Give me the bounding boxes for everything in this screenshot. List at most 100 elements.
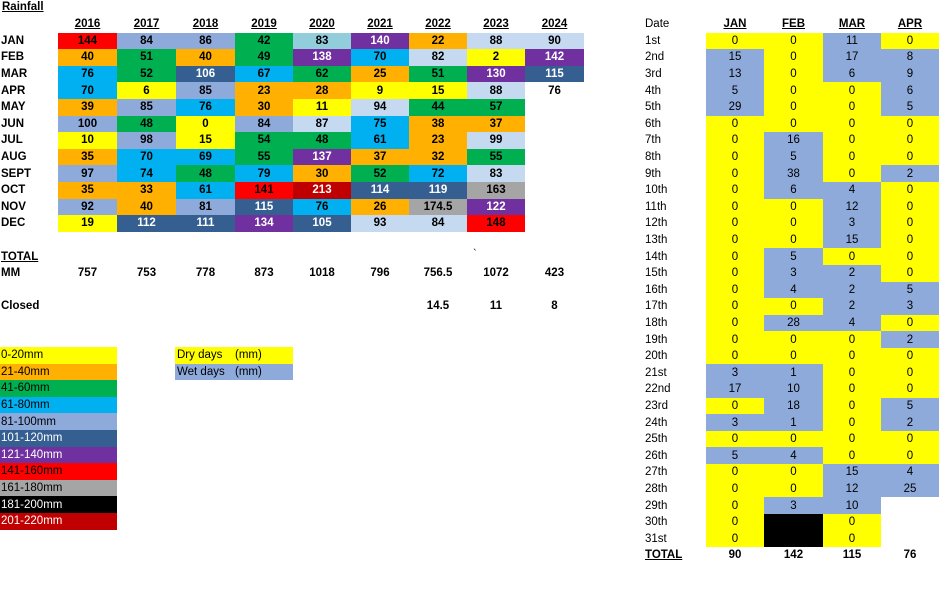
- rainfall-cell: 37: [467, 115, 525, 133]
- daily-value: 0: [823, 414, 881, 431]
- rainfall-cell: 137: [293, 148, 351, 166]
- daily-value: 0: [881, 314, 939, 332]
- day-row: 31st 0 0: [644, 530, 939, 547]
- daily-value: 0: [764, 231, 823, 249]
- legend-row: 181-200mm: [0, 496, 117, 513]
- daily-value: 0: [881, 181, 939, 199]
- spacer-row: [0, 282, 584, 299]
- rainfall-cell: 70: [351, 49, 409, 66]
- day-label: 7th: [645, 134, 661, 147]
- month-label: DEC: [1, 217, 26, 230]
- date-header: Date: [645, 18, 670, 31]
- day-label: 29th: [645, 499, 668, 512]
- daily-value: 1: [764, 364, 823, 382]
- day-label: 1st: [645, 34, 661, 47]
- daily-value: 5: [881, 98, 939, 116]
- rainfall-cell: 10: [58, 132, 117, 149]
- daily-value: 0: [706, 165, 764, 182]
- daily-value: 0: [706, 513, 764, 531]
- year-header: 2021: [367, 18, 393, 31]
- daily-value: 28: [764, 314, 823, 332]
- year-header: 2023: [483, 18, 509, 31]
- rainfall-cell: 114: [351, 181, 409, 199]
- rainfall-cell: 61: [351, 132, 409, 149]
- daily-value: 0: [881, 32, 939, 50]
- daily-value: 0: [764, 65, 823, 83]
- month-row: AUG 35 70 69 55 137 37 32 55: [0, 148, 584, 166]
- rainfall-cell: 86: [176, 32, 235, 50]
- month-row: JAN 144 84 86 42 83 140 22 88 90: [0, 32, 584, 50]
- daily-value: 2: [881, 414, 939, 431]
- total-label-row: TOTAL: [0, 248, 584, 265]
- daily-value: 0: [823, 381, 881, 398]
- daily-value: 0: [706, 132, 764, 149]
- daily-value: 0: [764, 115, 823, 133]
- mm-label: MM: [1, 267, 21, 280]
- day-label: 13th: [645, 234, 668, 247]
- rainfall-cell: 106: [176, 65, 235, 83]
- daily-value: 0: [706, 331, 764, 348]
- legend-row: 21-40mm: [0, 363, 117, 381]
- month-label: MAR: [1, 68, 28, 81]
- daily-value: 5: [881, 397, 939, 415]
- rainfall-cell: 97: [58, 165, 117, 182]
- daily-total: 142: [783, 549, 804, 562]
- daily-value: 0: [764, 331, 823, 348]
- closed-value: [351, 298, 409, 315]
- rainfall-cell: 76: [548, 84, 561, 97]
- rainfall-cell: 51: [117, 49, 176, 66]
- day-label: 25th: [645, 433, 668, 446]
- daily-value: 3: [706, 414, 764, 431]
- rainfall-cell: 48: [293, 132, 351, 149]
- rainfall-cell: 48: [176, 165, 235, 182]
- legend-swatch: 0-20mm: [0, 347, 117, 364]
- rainfall-cell: 30: [235, 98, 293, 116]
- day-label: 26th: [645, 449, 668, 462]
- rainfall-cell: [525, 165, 584, 182]
- day-row: 7th 0 16 0 0: [644, 132, 939, 149]
- daily-value: 0: [881, 132, 939, 149]
- daily-value: 0: [706, 480, 764, 498]
- daily-value: [764, 513, 823, 531]
- month-row: MAR 76 52 106 67 62 25 51 130 115: [0, 65, 584, 83]
- rainfall-cell: [525, 116, 584, 133]
- daily-value: 0: [823, 513, 881, 531]
- rainfall-cell: 79: [235, 165, 293, 182]
- month-label: JAN: [1, 34, 25, 47]
- legend-table: 0-20mm 21-40mm 41-60mm 61-80mm 81-100mm 101-1…: [0, 347, 117, 530]
- daily-value: 0: [881, 430, 939, 448]
- day-row: 8th 0 5 0 0: [644, 148, 939, 166]
- daily-value: 5: [881, 281, 939, 299]
- rainfall-cell: 28: [293, 82, 351, 99]
- rainfall-cell: 70: [117, 148, 176, 166]
- daily-value: 0: [823, 148, 881, 166]
- rainfall-cell: 0: [176, 115, 235, 133]
- rainfall-cell: 112: [117, 215, 176, 232]
- key-unit: (mm): [233, 363, 293, 381]
- rainfall-cell: 25: [351, 65, 409, 83]
- legend-row: 141-160mm: [0, 463, 117, 480]
- daily-value: 0: [706, 530, 764, 547]
- day-row: 16th 0 4 2 5: [644, 281, 939, 299]
- rainfall-cell: 67: [235, 65, 293, 83]
- day-row: 30th 0 0: [644, 513, 939, 531]
- rainfall-cell: 15: [409, 82, 467, 99]
- daily-value: 6: [881, 82, 939, 99]
- rainfall-cell: [525, 182, 584, 199]
- legend-row: 41-60mm: [0, 380, 117, 397]
- day-row: 29th 0 3 10: [644, 497, 939, 514]
- daily-value: 11: [823, 32, 881, 50]
- month-row: FEB 40 51 40 49 138 70 82 2 142: [0, 49, 584, 66]
- daily-value: 2: [881, 165, 939, 182]
- rainfall-cell: 84: [235, 115, 293, 133]
- rainfall-cell: 141: [235, 181, 293, 199]
- rainfall-cell: 134: [235, 215, 293, 232]
- daily-value: 0: [881, 215, 939, 232]
- daily-value: 5: [764, 148, 823, 166]
- day-row: 25th 0 0 0 0: [644, 430, 939, 448]
- daily-value: [881, 514, 939, 531]
- rainfall-cell: 84: [409, 215, 467, 232]
- daily-value: 8: [881, 49, 939, 66]
- closed-value: 14.5: [426, 300, 450, 313]
- daily-value: 0: [764, 298, 823, 315]
